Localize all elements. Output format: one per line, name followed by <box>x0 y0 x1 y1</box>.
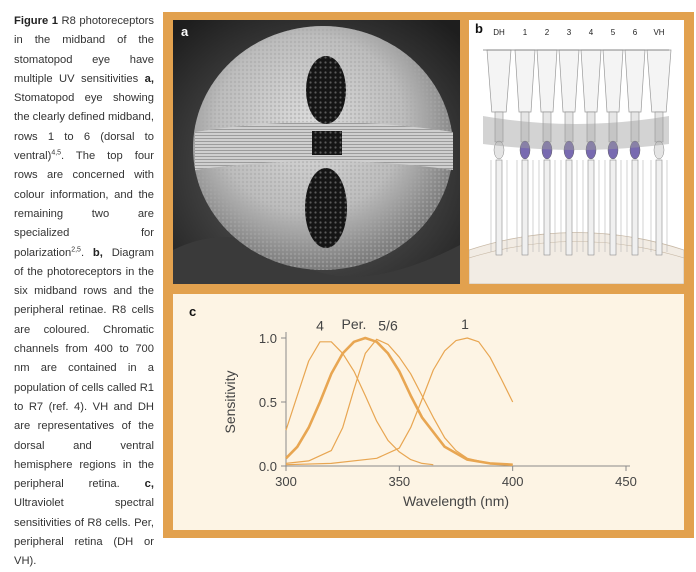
curve-label: Per. <box>342 316 367 332</box>
caption-text-1: R8 photoreceptors in the midband of the … <box>14 15 155 85</box>
caption-a-label: a, <box>144 72 154 85</box>
curve-label: 5/6 <box>378 317 398 333</box>
figure-caption: Figure 1 R8 photoreceptors in the midban… <box>14 12 154 572</box>
r8-cell <box>585 140 597 160</box>
panel-a-eye-photo: a <box>173 20 460 284</box>
receptor-stalk <box>655 159 663 256</box>
curve-label: 1 <box>461 316 469 332</box>
caption-ref-1: 4,5 <box>51 149 62 157</box>
x-tick-label: 350 <box>388 474 410 489</box>
x-tick-label: 450 <box>615 474 637 489</box>
y-axis-label: Sensitivity <box>222 370 238 433</box>
receptor-stalk <box>521 159 529 256</box>
column-label-3: 3 <box>566 28 572 37</box>
x-tick-label: 400 <box>502 474 524 489</box>
caption-text-2: Stomatopod eye showing the clearly defin… <box>14 92 154 163</box>
series-line-56 <box>285 338 513 466</box>
receptor-stalk <box>565 159 573 256</box>
pseudopupil-upper <box>306 56 346 124</box>
y-tick-label: 1.0 <box>259 331 277 346</box>
caption-text-4: . <box>80 246 93 259</box>
receptor-stalk <box>587 159 595 256</box>
caption-text-6: Ultraviolet spectral sensitivities of R8… <box>14 497 154 568</box>
column-label-5: 5 <box>610 28 616 37</box>
sensitivity-chart: 300 350 400 450 0.0 0.5 1.0 Wavelength (nm) Sens… <box>222 316 637 509</box>
series-line-4 <box>285 341 434 466</box>
r8-cell <box>607 140 619 160</box>
panel-a-label: a <box>181 24 189 39</box>
panel-b-label: b <box>475 21 483 36</box>
r8-cell <box>519 140 531 160</box>
series-line-per <box>285 336 513 466</box>
column-label-1: 1 <box>522 28 528 37</box>
panel-c-label: c <box>189 304 197 319</box>
column-label-6: 6 <box>632 28 638 37</box>
receptor-stalk <box>543 159 551 256</box>
panel-b-photoreceptor-diagram: b DH 1 2 3 4 5 6 VH <box>469 20 684 284</box>
figure-label: Figure 1 <box>14 15 58 27</box>
r8-cell <box>653 140 665 160</box>
series-line-1 <box>285 337 514 466</box>
r8-cell <box>541 140 553 160</box>
receptor-stalk <box>495 159 503 256</box>
photoreceptor-diagram <box>469 20 684 284</box>
receptor-stalk <box>609 159 617 256</box>
r8-cell <box>563 140 575 160</box>
receptor-stalk <box>631 159 639 256</box>
pseudopupil-lower <box>305 168 347 248</box>
column-label-vh: VH <box>653 28 665 37</box>
panel-c-chart: c 300 350 400 450 0.0 0.5 1.0 Wavelength (nm) Se… <box>173 294 684 530</box>
column-label-2: 2 <box>544 28 550 37</box>
eye-photo-image <box>173 20 460 284</box>
r8-cell <box>629 140 641 160</box>
x-tick-label: 300 <box>275 474 297 489</box>
pseudopupil-midband <box>312 131 342 155</box>
column-label-4: 4 <box>588 28 594 37</box>
caption-c-label: c, <box>144 478 154 491</box>
caption-b-label: b, <box>92 246 103 259</box>
y-tick-label: 0.0 <box>259 459 277 474</box>
caption-text-5: Diagram of the photoreceptors in the six… <box>14 246 155 491</box>
caption-text-3: . The top four rows are concerned with c… <box>14 150 154 259</box>
curve-label: 4 <box>316 317 324 333</box>
column-label-dh: DH <box>493 28 505 37</box>
caption-ref-2: 2,5 <box>71 245 81 253</box>
r8-cell <box>493 140 505 160</box>
y-tick-label: 0.5 <box>259 395 277 410</box>
x-axis-label: Wavelength (nm) <box>403 493 509 509</box>
